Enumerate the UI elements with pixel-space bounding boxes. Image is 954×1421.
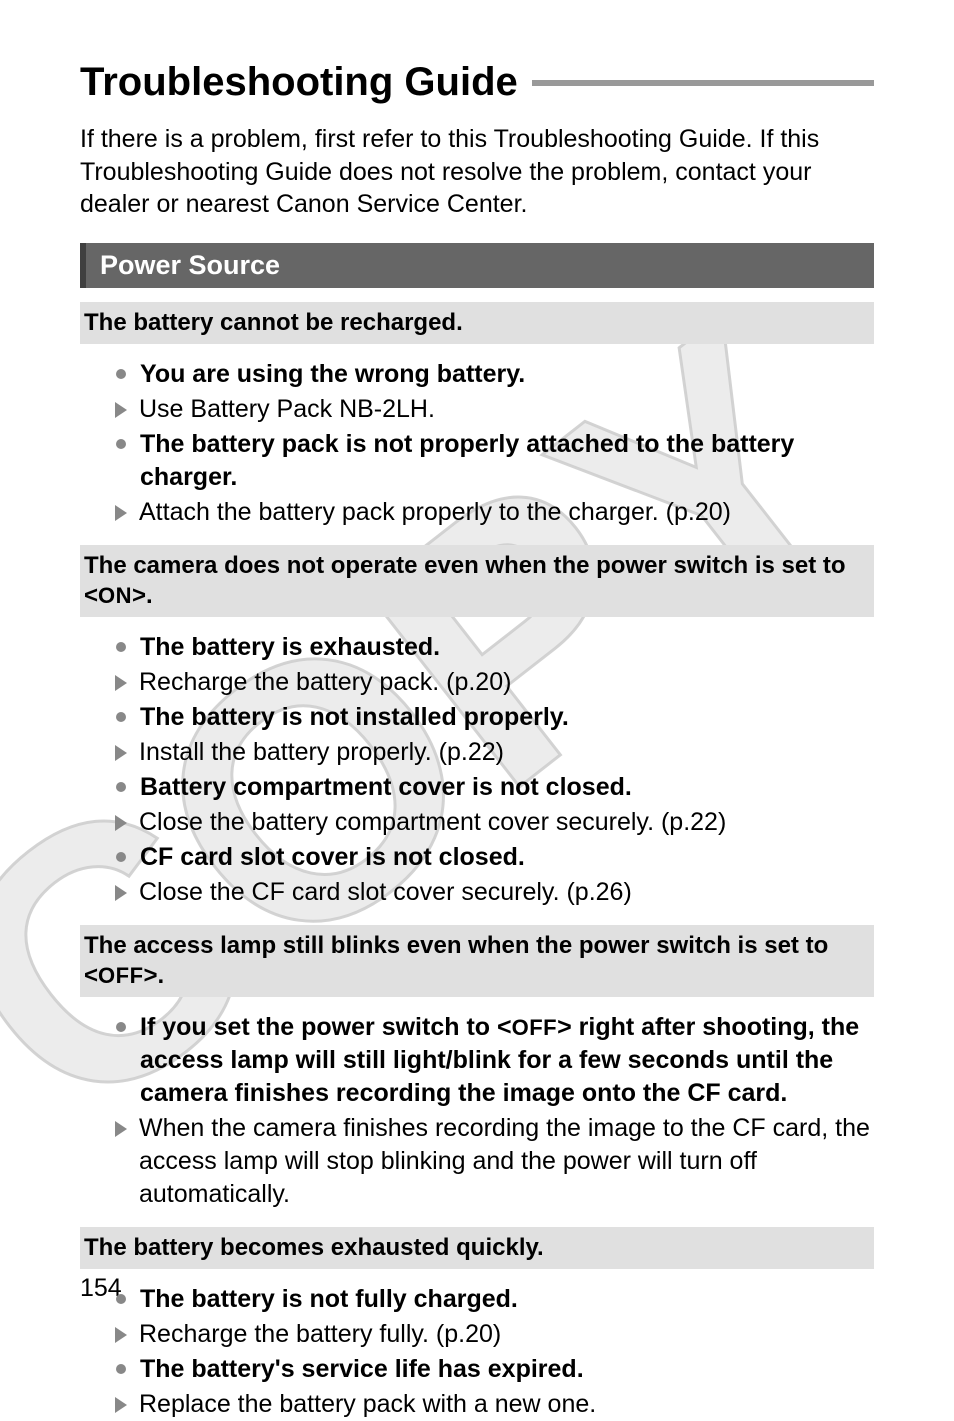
cause-item: You are using the wrong battery.: [116, 358, 874, 391]
remedy-text: Recharge the battery pack. (p.20): [139, 666, 874, 699]
cause-item: If you set the power switch to <OFF> rig…: [116, 1011, 874, 1110]
remedy-text: When the camera finishes recording the i…: [139, 1112, 874, 1211]
remedy-text: Use Battery Pack NB-2LH.: [139, 393, 874, 426]
problem-title: The access lamp still blinks even when t…: [80, 925, 874, 997]
cause-item: Battery compartment cover is not closed.: [116, 771, 874, 804]
cause-item: The battery is not installed properly.: [116, 701, 874, 734]
cause-text: The battery's service life has expired.: [140, 1353, 874, 1386]
arrow-icon: [115, 1397, 127, 1413]
title-rule: [532, 80, 874, 86]
problem-title-suffix: >.: [132, 582, 153, 609]
remedy-item: Use Battery Pack NB-2LH.: [116, 393, 874, 426]
problem-items: The battery is exhausted. Recharge the b…: [80, 631, 874, 909]
arrow-icon: [115, 1327, 127, 1343]
code-off-inline: OFF: [512, 1015, 558, 1040]
arrow-icon: [115, 675, 127, 691]
arrow-icon: [115, 505, 127, 521]
cause-item: CF card slot cover is not closed.: [116, 841, 874, 874]
cause-item: The battery pack is not properly attache…: [116, 428, 874, 494]
problem-title-prefix: The access lamp still blinks even when t…: [84, 932, 828, 989]
remedy-item: Close the CF card slot cover securely. (…: [116, 876, 874, 909]
title-row: Troubleshooting Guide: [80, 60, 874, 105]
arrow-icon: [115, 815, 127, 831]
remedy-text: Close the CF card slot cover securely. (…: [139, 876, 874, 909]
bullet-icon: [116, 782, 126, 792]
code-off: OFF: [98, 963, 144, 988]
problem-title: The battery becomes exhausted quickly.: [80, 1227, 874, 1269]
problem-title: The battery cannot be recharged.: [80, 302, 874, 344]
remedy-item: When the camera finishes recording the i…: [116, 1112, 874, 1211]
problem-title-prefix: The camera does not operate even when th…: [84, 552, 846, 609]
remedy-text: Close the battery compartment cover secu…: [139, 806, 874, 839]
cause-text: The battery is not installed properly.: [140, 701, 874, 734]
cause-item: The battery is exhausted.: [116, 631, 874, 664]
arrow-icon: [115, 745, 127, 761]
cause-text: The battery is exhausted.: [140, 631, 874, 664]
remedy-text: Attach the battery pack properly to the …: [139, 496, 874, 529]
cause-item: The battery's service life has expired.: [116, 1353, 874, 1386]
problem-title-suffix: >.: [144, 962, 165, 989]
remedy-item: Install the battery properly. (p.22): [116, 736, 874, 769]
remedy-item: Close the battery compartment cover secu…: [116, 806, 874, 839]
remedy-item: Recharge the battery fully. (p.20): [116, 1318, 874, 1351]
page-title: Troubleshooting Guide: [80, 60, 532, 105]
remedy-text: Install the battery properly. (p.22): [139, 736, 874, 769]
arrow-icon: [115, 885, 127, 901]
section-header-power: Power Source: [80, 243, 874, 288]
bullet-icon: [116, 1294, 126, 1304]
bullet-icon: [116, 439, 126, 449]
page-content: Troubleshooting Guide If there is a prob…: [0, 0, 954, 1421]
code-on: ON: [98, 583, 132, 608]
remedy-item: Attach the battery pack properly to the …: [116, 496, 874, 529]
cause-prefix: If you set the power switch to <: [140, 1013, 512, 1041]
arrow-icon: [115, 1121, 127, 1137]
problem-title: The camera does not operate even when th…: [80, 545, 874, 617]
bullet-icon: [116, 1364, 126, 1374]
bullet-icon: [116, 369, 126, 379]
intro-text: If there is a problem, first refer to th…: [80, 123, 874, 221]
bullet-icon: [116, 642, 126, 652]
bullet-icon: [116, 1022, 126, 1032]
cause-text: CF card slot cover is not closed.: [140, 841, 874, 874]
problem-items: If you set the power switch to <OFF> rig…: [80, 1011, 874, 1211]
bullet-icon: [116, 852, 126, 862]
remedy-item: Replace the battery pack with a new one.: [116, 1388, 874, 1421]
remedy-text: Recharge the battery fully. (p.20): [139, 1318, 874, 1351]
bullet-icon: [116, 712, 126, 722]
remedy-item: Recharge the battery pack. (p.20): [116, 666, 874, 699]
cause-text: Battery compartment cover is not closed.: [140, 771, 874, 804]
arrow-icon: [115, 402, 127, 418]
cause-text: The battery is not fully charged.: [140, 1283, 874, 1316]
cause-text: The battery pack is not properly attache…: [140, 428, 874, 494]
remedy-text: Replace the battery pack with a new one.: [139, 1388, 874, 1421]
cause-item: The battery is not fully charged.: [116, 1283, 874, 1316]
cause-text: You are using the wrong battery.: [140, 358, 874, 391]
problem-items: You are using the wrong battery. Use Bat…: [80, 358, 874, 529]
problem-items: The battery is not fully charged. Rechar…: [80, 1283, 874, 1421]
cause-text: If you set the power switch to <OFF> rig…: [140, 1011, 874, 1110]
